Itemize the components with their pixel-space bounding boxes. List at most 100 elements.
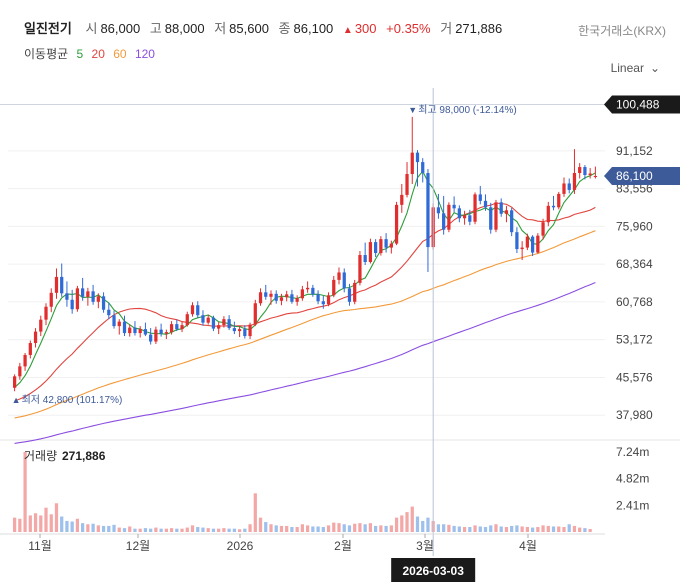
volume-bars	[12, 451, 592, 532]
candle-body	[279, 297, 284, 301]
candle-body	[379, 239, 383, 254]
candle	[593, 166, 598, 179]
volume-bar	[248, 524, 252, 532]
candle-body	[196, 305, 200, 316]
volume-tick-label: 7.24m	[616, 445, 649, 459]
price-tick-label: 91,152	[616, 144, 653, 158]
candle	[117, 319, 121, 335]
candle-body	[489, 207, 493, 230]
price-tick-label: 75,960	[616, 219, 653, 233]
volume-bar	[65, 520, 69, 532]
crosshair-price-tag: 100,488	[604, 95, 680, 114]
candle-body	[462, 215, 467, 219]
ma-60: 60	[113, 47, 127, 61]
candle	[578, 163, 582, 179]
volume-bar	[86, 524, 90, 532]
volume-bar	[217, 528, 221, 532]
volume-bar	[232, 528, 236, 532]
time-tick-label: 3월	[416, 539, 434, 553]
crosshair-price-tag-bg	[604, 95, 680, 114]
ma5-line	[14, 170, 596, 388]
candle-body	[504, 210, 509, 214]
crosshair-price-tag-label: 100,488	[616, 97, 660, 111]
price-tick-label: 68,364	[616, 257, 653, 271]
volume-bar	[394, 517, 399, 532]
candle	[185, 311, 189, 327]
candle	[326, 292, 331, 307]
volume-bar	[269, 524, 273, 532]
candle-body	[415, 152, 420, 163]
candle-body	[65, 293, 69, 300]
up-triangle-icon: ▲	[342, 25, 353, 36]
volume-bar	[18, 518, 22, 532]
change-value: 300	[354, 21, 377, 36]
candle	[374, 239, 378, 258]
volume-bar	[483, 527, 488, 532]
candle	[462, 210, 467, 225]
candle-body	[530, 236, 535, 253]
candle	[101, 292, 106, 313]
candle	[588, 168, 592, 179]
volume-bar	[180, 528, 184, 532]
candle-body	[410, 152, 414, 175]
volume-bar	[478, 526, 482, 532]
volume-value: 271,886	[455, 21, 503, 36]
volume-bar	[473, 525, 477, 532]
candle	[447, 202, 451, 233]
close-label: 종	[278, 21, 291, 36]
candle	[347, 283, 352, 306]
candle	[169, 321, 174, 335]
candle	[499, 198, 503, 217]
candle	[44, 303, 48, 326]
candle	[65, 281, 69, 307]
candle	[426, 169, 430, 272]
candle-body	[321, 301, 325, 305]
candle	[457, 205, 461, 223]
candle	[442, 195, 446, 235]
time-tick-label: 2026	[227, 539, 254, 553]
volume-tick-label: 4.82m	[616, 472, 649, 486]
candle-body	[457, 208, 461, 219]
candle-body	[39, 319, 43, 332]
crosshair-date-label: 2026-03-03	[402, 564, 464, 578]
volume-bar	[201, 527, 205, 532]
volume-bar	[227, 528, 231, 532]
candle	[530, 235, 535, 257]
candle-body	[510, 210, 514, 233]
candle-body	[567, 183, 571, 190]
candle	[572, 149, 577, 194]
volume-bar	[112, 524, 116, 532]
candle-body	[217, 325, 221, 329]
candle	[190, 302, 195, 317]
volume-bar	[316, 526, 320, 532]
open-value: 86,000	[100, 21, 141, 36]
volume-bar	[457, 526, 461, 532]
volume-bar	[33, 513, 38, 532]
candle-body	[494, 202, 498, 230]
volume-bar	[499, 526, 503, 532]
candle	[211, 315, 216, 332]
volume-bar	[326, 525, 331, 532]
volume-bar	[510, 525, 514, 532]
volume-bar	[468, 527, 472, 532]
volume-bar	[39, 515, 43, 532]
volume-bar	[583, 528, 587, 532]
candle-body	[300, 289, 305, 299]
candle	[305, 281, 310, 293]
current-price-tag-bg	[604, 167, 680, 186]
candle-body	[269, 293, 273, 297]
candle-body	[258, 292, 263, 304]
scale-dropdown[interactable]: Linear ⌄	[611, 61, 660, 75]
candle	[60, 263, 64, 297]
candle-body	[128, 327, 132, 334]
candle-body	[149, 334, 153, 342]
candle-body	[91, 291, 95, 302]
candle-body	[138, 329, 142, 334]
candle	[483, 194, 488, 211]
candle-body	[536, 235, 540, 253]
volume-bar	[154, 527, 158, 532]
candle	[201, 310, 205, 326]
time-tick-label: 2월	[334, 539, 352, 553]
candle-body	[107, 309, 111, 316]
